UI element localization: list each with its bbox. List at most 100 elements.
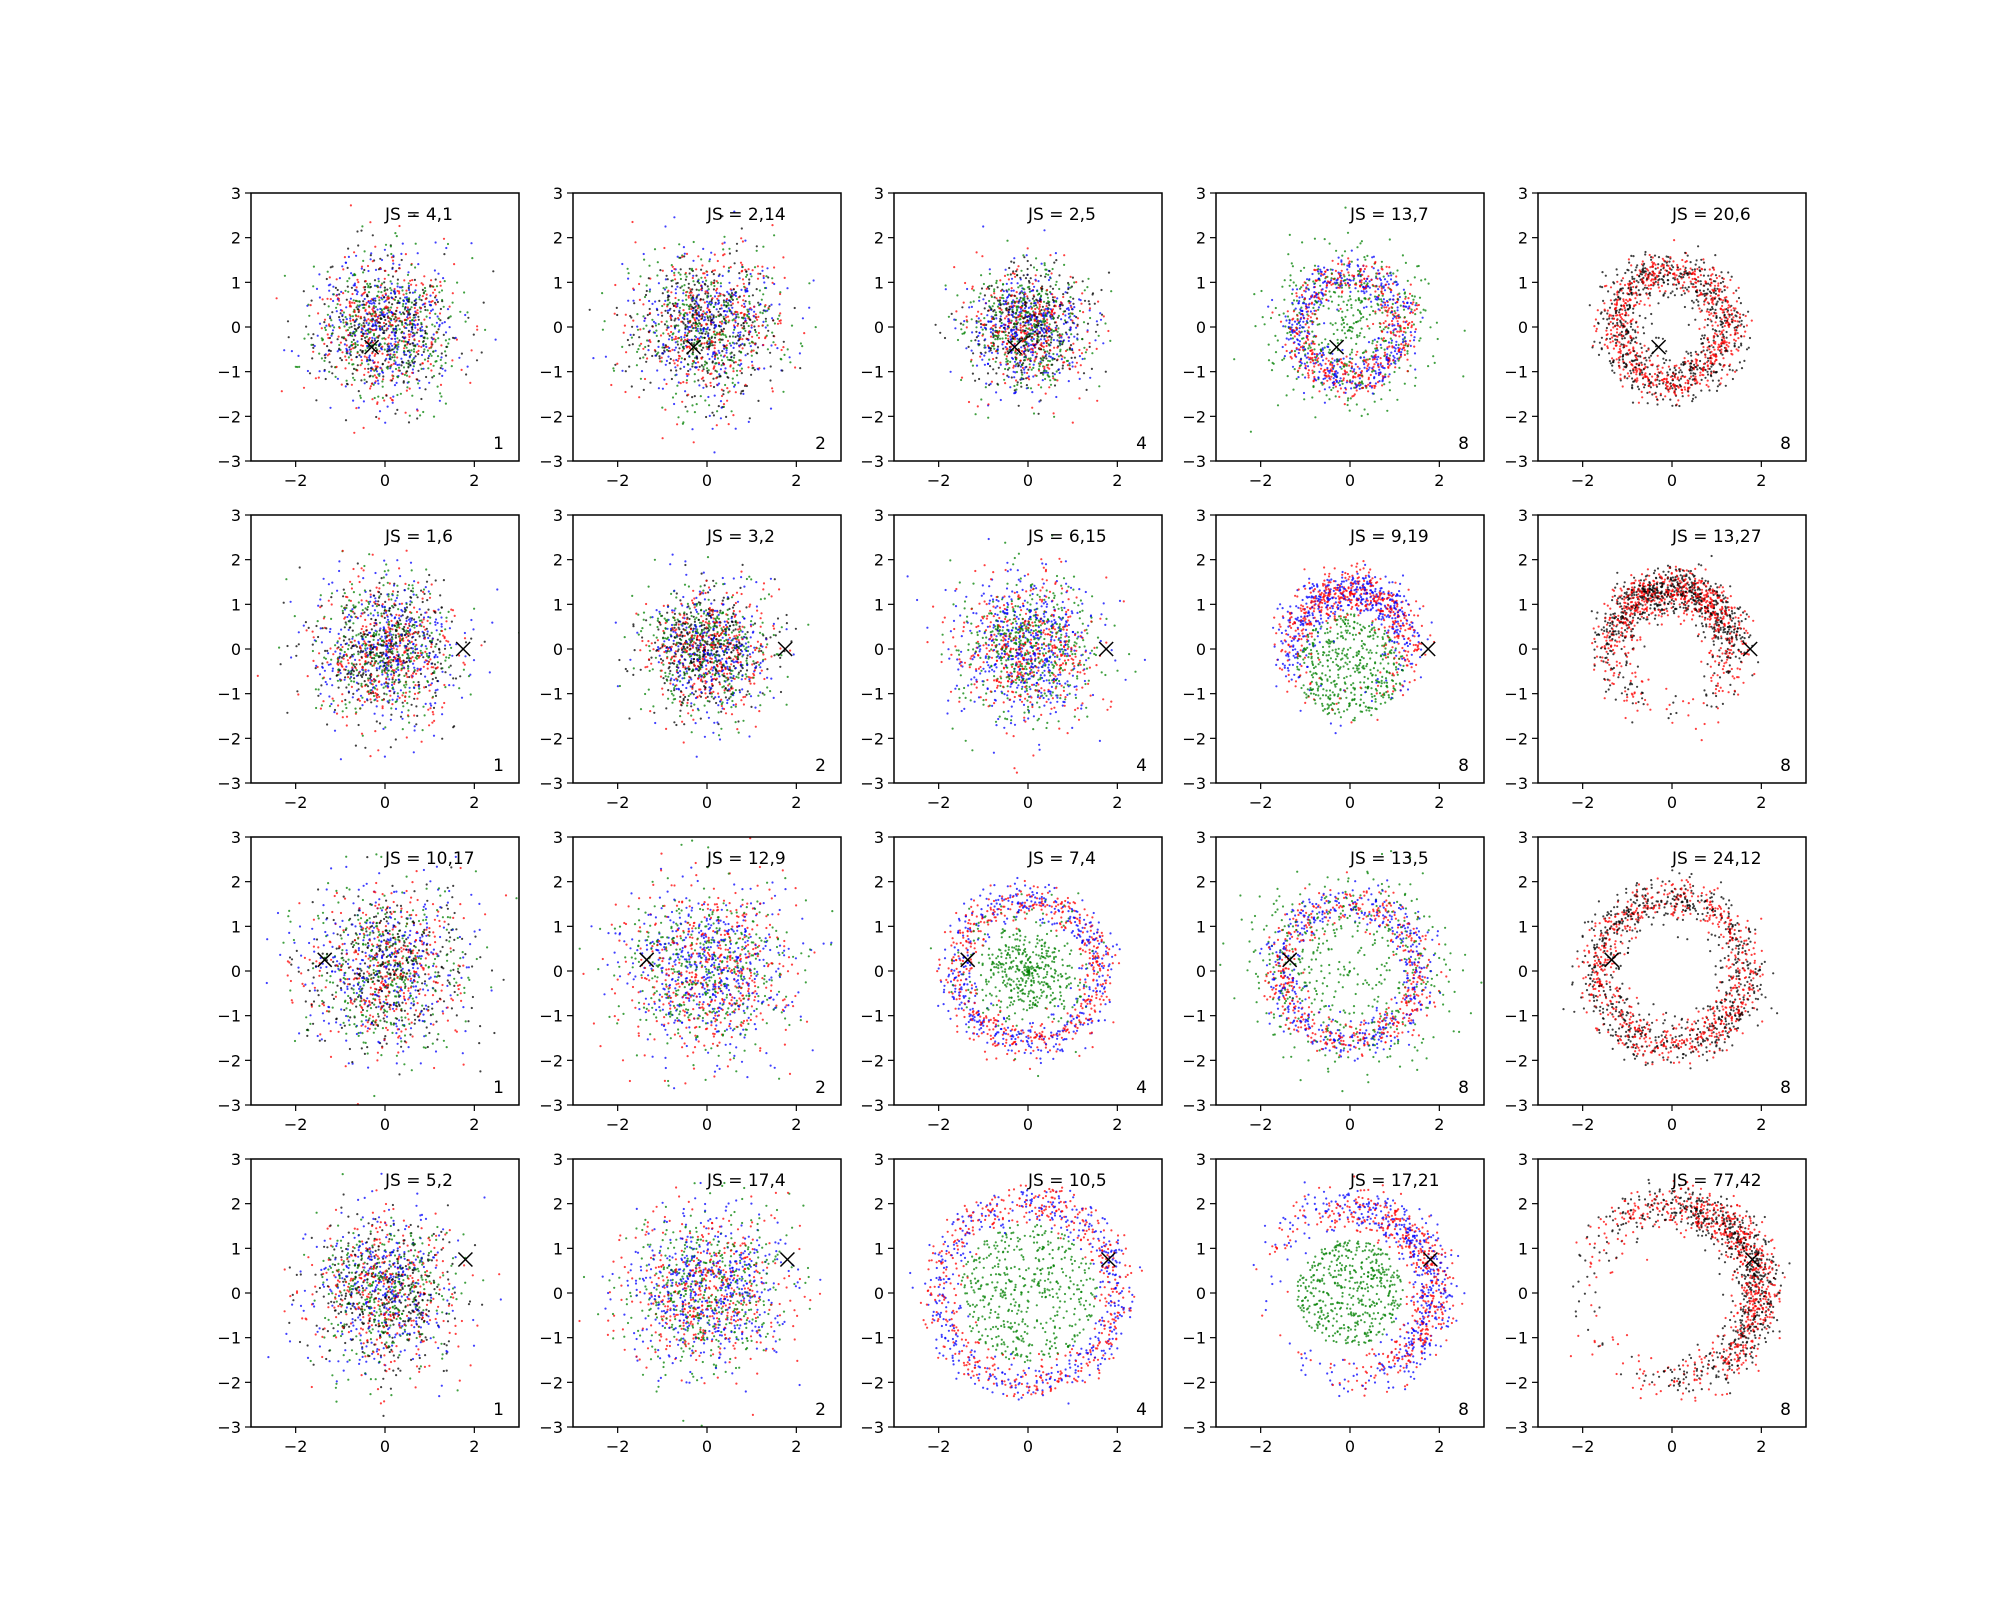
scatter-points: [934, 225, 1113, 424]
y-tick-label: 0: [1196, 1284, 1206, 1303]
y-tick-label: −2: [860, 1373, 884, 1392]
y-tick-label: 1: [1518, 595, 1528, 614]
y-tick-label: −1: [1182, 1007, 1206, 1026]
corner-label: 4: [1136, 756, 1147, 776]
y-tick-label: −3: [217, 1096, 241, 1115]
corner-label: 8: [1458, 1400, 1469, 1420]
y-tick-label: 2: [231, 1195, 241, 1214]
y-tick-label: −1: [1504, 685, 1528, 704]
y-tick-label: −1: [539, 685, 563, 704]
y-tick-label: 1: [1518, 917, 1528, 936]
x-tick-label: 0: [702, 793, 712, 812]
js-label: JS = 24,12: [1671, 849, 1762, 869]
y-tick-label: −1: [217, 1007, 241, 1026]
x-tick-label: 0: [1345, 1115, 1355, 1134]
x-tick-label: −2: [606, 793, 630, 812]
y-tick-label: 0: [231, 962, 241, 981]
y-tick-label: 1: [874, 273, 884, 292]
y-tick-label: −1: [860, 363, 884, 382]
x-marker: [457, 1251, 473, 1268]
y-tick-label: 0: [553, 640, 563, 659]
y-tick-label: 0: [231, 318, 241, 337]
y-tick-label: −2: [217, 1051, 241, 1070]
x-tick-label: −2: [1249, 1115, 1273, 1134]
y-tick-label: −1: [1182, 1329, 1206, 1348]
y-tick-label: 0: [231, 640, 241, 659]
y-tick-label: 1: [553, 273, 563, 292]
y-tick-label: 2: [1196, 229, 1206, 248]
scatter-panel: −2 0 2 −3 −2 −1 0 1 2 3 JS = 12,9 2: [539, 828, 842, 1134]
y-tick-label: 1: [553, 1239, 563, 1258]
y-tick-label: 1: [553, 917, 563, 936]
x-marker: [1098, 641, 1114, 657]
y-tick-label: −1: [860, 1007, 884, 1026]
y-tick-label: 0: [231, 1284, 241, 1303]
y-tick-label: −3: [1504, 1096, 1528, 1115]
y-tick-label: −3: [539, 452, 563, 471]
y-tick-label: 3: [1196, 184, 1206, 203]
y-tick-label: −3: [1182, 452, 1206, 471]
x-tick-label: 2: [1434, 1115, 1444, 1134]
y-tick-label: 3: [231, 184, 241, 203]
y-tick-label: 3: [874, 506, 884, 525]
y-tick-label: −2: [539, 729, 563, 748]
js-label: JS = 5,2: [384, 1171, 453, 1191]
x-tick-label: 0: [1667, 1437, 1677, 1456]
y-tick-label: −2: [860, 1051, 884, 1070]
y-tick-label: −3: [1182, 1418, 1206, 1437]
y-tick-label: 3: [231, 1150, 241, 1169]
corner-label: 4: [1136, 1078, 1147, 1098]
scatter-points: [614, 553, 810, 758]
x-tick-label: 0: [1667, 1115, 1677, 1134]
scatter-panel: −2 0 2 −3 −2 −1 0 1 2 3 JS = 17,4 2: [539, 1150, 842, 1456]
scatter-points: [1588, 239, 1753, 408]
y-tick-label: 2: [231, 873, 241, 892]
y-tick-label: −3: [539, 1418, 563, 1437]
corner-label: 8: [1458, 434, 1469, 454]
y-tick-label: 2: [553, 229, 563, 248]
corner-label: 1: [493, 1400, 504, 1420]
js-label: JS = 20,6: [1671, 205, 1751, 225]
x-marker: [1422, 1251, 1438, 1268]
x-tick-label: 2: [1112, 1115, 1122, 1134]
x-marker: [1007, 339, 1023, 355]
corner-label: 2: [815, 756, 826, 776]
y-tick-label: −1: [1182, 363, 1206, 382]
scatter-panel: −2 0 2 −3 −2 −1 0 1 2 3 JS = 6,15 4: [860, 506, 1163, 812]
x-tick-label: 2: [791, 471, 801, 490]
scatter-panel: −2 0 2 −3 −2 −1 0 1 2 3 JS = 77,42 8: [1504, 1150, 1807, 1456]
y-tick-label: −1: [217, 363, 241, 382]
x-marker: [364, 339, 380, 355]
y-tick-label: 3: [874, 828, 884, 847]
y-tick-label: −3: [1504, 452, 1528, 471]
x-tick-label: 2: [1112, 1437, 1122, 1456]
y-tick-label: −1: [1504, 1007, 1528, 1026]
y-tick-label: 1: [231, 273, 241, 292]
y-tick-label: 3: [874, 184, 884, 203]
x-tick-label: 2: [469, 471, 479, 490]
x-marker: [639, 952, 655, 968]
js-label: JS = 6,15: [1027, 527, 1107, 547]
y-tick-label: 2: [1196, 1195, 1206, 1214]
corner-label: 8: [1780, 1400, 1791, 1420]
y-tick-label: 1: [874, 595, 884, 614]
x-tick-label: 2: [791, 1437, 801, 1456]
y-tick-label: −2: [539, 407, 563, 426]
y-tick-label: −2: [217, 407, 241, 426]
y-tick-label: −3: [860, 774, 884, 793]
y-tick-label: −2: [1182, 1051, 1206, 1070]
y-tick-label: 0: [553, 318, 563, 337]
x-tick-label: 2: [791, 1115, 801, 1134]
y-tick-label: 2: [1518, 1195, 1528, 1214]
y-tick-label: −2: [539, 1373, 563, 1392]
x-tick-label: 0: [1023, 471, 1033, 490]
y-tick-label: 0: [1518, 1284, 1528, 1303]
y-tick-label: −2: [217, 729, 241, 748]
scatter-panel: −2 0 2 −3 −2 −1 0 1 2 3 JS = 13,5 8: [1182, 828, 1485, 1134]
scatter-panel: −2 0 2 −3 −2 −1 0 1 2 3 JS = 3,2 2: [539, 506, 842, 812]
js-label: JS = 10,17: [384, 849, 475, 869]
y-tick-label: −2: [1504, 729, 1528, 748]
y-tick-label: −2: [860, 407, 884, 426]
